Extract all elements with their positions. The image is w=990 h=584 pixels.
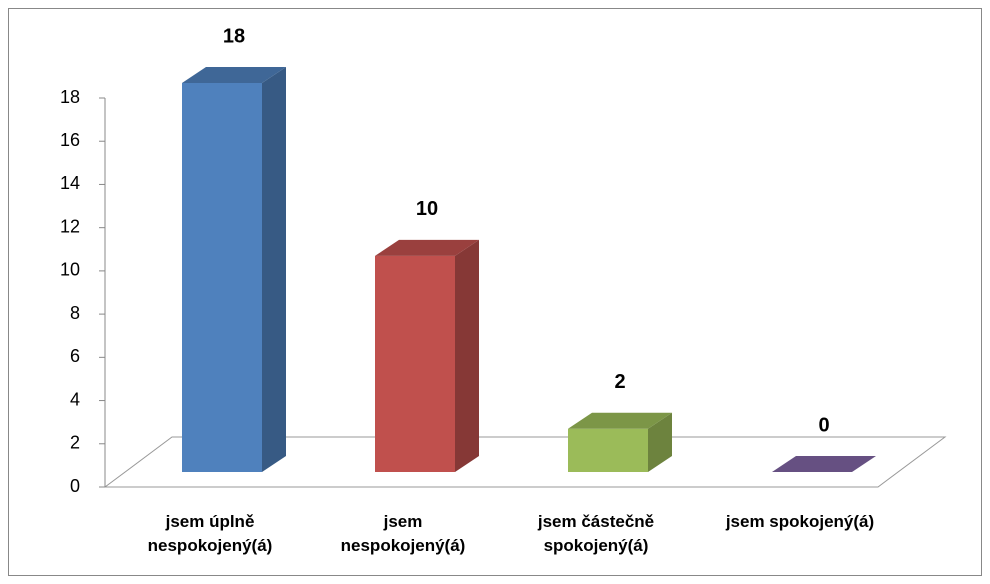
y-tick-label: 12 (60, 216, 80, 236)
bar-side (455, 239, 479, 472)
bar (568, 412, 672, 472)
bar-top (568, 412, 672, 429)
y-tick-label: 16 (60, 130, 80, 150)
y-tick-label: 6 (70, 346, 80, 366)
bar-top (375, 239, 479, 256)
bar-front (568, 428, 648, 472)
bar-side (262, 67, 286, 472)
value-label: 0 (818, 414, 829, 436)
y-tick-label: 4 (70, 389, 80, 409)
bar-top (772, 456, 876, 472)
x-tick-label: jsem úplně nespokojený(á) (147, 512, 273, 555)
x-tick-label: jsem částečně spokojený(á) (537, 512, 655, 555)
value-label: 2 (614, 371, 625, 393)
bar-side (648, 412, 672, 472)
x-tick-label: jsem spokojený(á) (725, 512, 875, 531)
bar-front (182, 83, 262, 472)
bar-front (375, 255, 455, 472)
bar-top (182, 67, 286, 83)
floor (103, 436, 947, 488)
value-label: 10 (416, 198, 438, 220)
x-tick-label: jsem nespokojený(á) (340, 512, 466, 555)
y-tick-label: 8 (70, 303, 80, 323)
bar (182, 67, 286, 472)
y-tick-label: 18 (60, 87, 80, 107)
y-tick-label: 0 (70, 476, 80, 496)
chart-border (8, 8, 982, 576)
y-tick-label: 14 (60, 173, 80, 193)
y-tick-label: 10 (60, 260, 80, 280)
value-label: 18 (223, 25, 245, 47)
bar (772, 456, 876, 472)
bar (375, 239, 479, 472)
y-tick-label: 2 (70, 433, 80, 453)
